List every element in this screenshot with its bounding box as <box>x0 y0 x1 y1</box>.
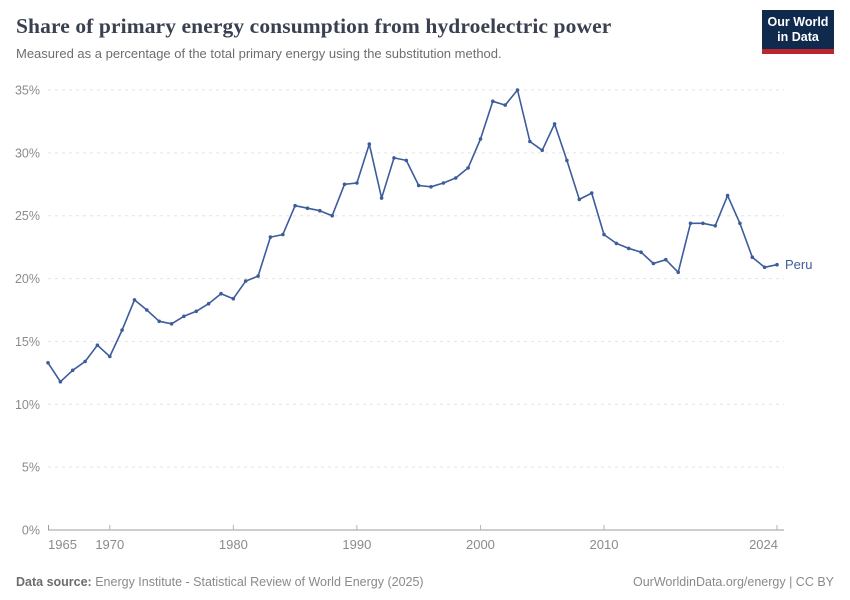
data-point <box>453 176 458 180</box>
data-point <box>540 148 544 153</box>
data-point <box>169 322 174 326</box>
x-tick-label: 1980 <box>219 537 248 552</box>
data-point <box>577 197 582 202</box>
data-point <box>515 88 520 92</box>
data-point <box>651 261 656 266</box>
data-point <box>342 182 347 187</box>
data-point <box>478 137 483 141</box>
data-point <box>330 213 335 218</box>
data-point <box>701 221 705 226</box>
data-point <box>614 241 619 246</box>
data-point <box>552 122 557 126</box>
owid-logo[interactable]: Our World in Data <box>762 10 834 54</box>
x-tick-label: 1990 <box>342 537 371 552</box>
data-point <box>676 270 680 275</box>
page-title: Share of primary energy consumption from… <box>16 14 612 38</box>
data-point <box>725 193 730 198</box>
data-point <box>775 262 779 267</box>
data-point <box>589 191 594 195</box>
data-source: Data source: Energy Institute - Statisti… <box>16 575 424 589</box>
data-point <box>256 274 260 278</box>
data-point <box>367 142 372 146</box>
data-point <box>664 257 668 262</box>
chart-header: Share of primary energy consumption from… <box>16 10 834 61</box>
chart-subtitle: Measured as a percentage of the total pr… <box>16 46 502 61</box>
y-tick-label: 10% <box>15 398 40 412</box>
data-point <box>120 328 124 332</box>
data-point <box>639 250 643 254</box>
y-tick-label: 35% <box>15 84 40 98</box>
x-tick-label: 2000 <box>466 537 495 552</box>
data-point <box>762 265 767 270</box>
data-point <box>132 298 137 302</box>
data-source-text: Energy Institute - Statistical Review of… <box>91 575 424 589</box>
data-point <box>182 314 186 319</box>
x-tick-label: 2010 <box>590 537 619 552</box>
y-tick-label: 5% <box>22 461 40 475</box>
data-point <box>404 158 409 163</box>
x-tick-label: 1965 <box>48 537 77 552</box>
data-point <box>318 208 322 213</box>
series-label-peru: Peru <box>785 257 812 272</box>
data-point <box>626 246 631 251</box>
y-tick-label: 25% <box>15 209 40 223</box>
data-point <box>713 224 717 228</box>
data-point <box>70 368 75 373</box>
data-point <box>58 379 63 384</box>
data-point <box>466 166 470 170</box>
chart-footer: Data source: Energy Institute - Statisti… <box>16 575 834 589</box>
data-point <box>157 319 161 324</box>
data-point <box>565 158 569 163</box>
data-point <box>379 196 384 200</box>
data-point <box>281 232 285 237</box>
data-point <box>83 359 87 364</box>
data-point <box>145 308 149 312</box>
series-line-peru <box>47 89 778 383</box>
credit-link[interactable]: OurWorldinData.org/energy | CC BY <box>632 575 834 589</box>
data-source-label: Data source: <box>16 575 92 589</box>
data-point <box>243 279 248 283</box>
y-tick-label: 15% <box>15 335 40 349</box>
data-point <box>95 343 100 348</box>
data-point <box>491 99 495 104</box>
data-point <box>738 221 742 226</box>
y-tick-label: 30% <box>15 146 40 160</box>
data-point <box>46 361 50 365</box>
owid-logo-line1: Our World <box>767 15 829 29</box>
x-tick-label: 2024 <box>749 537 778 552</box>
data-point <box>688 221 693 226</box>
data-point <box>750 255 755 259</box>
data-point <box>231 296 236 301</box>
data-point <box>293 203 297 208</box>
data-point <box>416 183 421 188</box>
data-point <box>429 185 433 189</box>
data-point <box>305 206 310 210</box>
data-point <box>355 181 359 185</box>
data-point <box>268 235 273 239</box>
data-point <box>108 354 112 359</box>
owid-logo-line2: in Data <box>777 30 819 44</box>
data-point <box>602 232 606 237</box>
data-point <box>528 139 532 144</box>
data-point <box>194 309 199 314</box>
data-point <box>219 291 223 296</box>
data-point <box>206 301 211 306</box>
data-point <box>392 156 396 160</box>
data-point <box>441 181 446 185</box>
y-tick-label: 0% <box>22 524 40 538</box>
data-point <box>503 103 508 107</box>
y-tick-label: 20% <box>15 272 40 286</box>
x-tick-label: 1970 <box>95 537 124 552</box>
